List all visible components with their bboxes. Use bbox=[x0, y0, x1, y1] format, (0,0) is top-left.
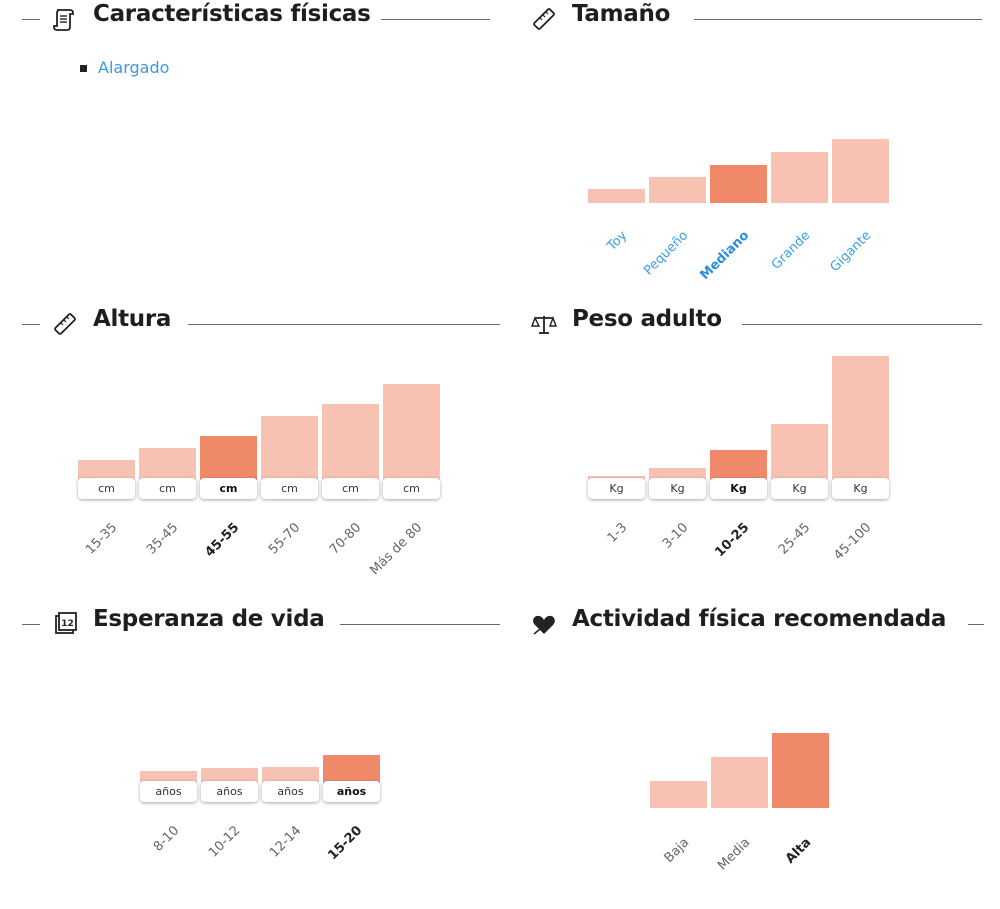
divider bbox=[340, 624, 500, 625]
section-header: Actividad física recomendada bbox=[500, 605, 1000, 645]
section-header: 12 Esperanza de vida bbox=[0, 605, 500, 645]
unit-badge: cm bbox=[139, 478, 196, 499]
section-title: Esperanza de vida bbox=[93, 606, 325, 632]
unit-badge: Kg bbox=[832, 478, 889, 499]
chart-bar bbox=[650, 781, 707, 808]
scroll-icon bbox=[53, 9, 74, 31]
chart-bar bbox=[710, 165, 767, 203]
divider bbox=[968, 624, 984, 625]
heart-icon bbox=[533, 615, 555, 635]
chart-bar bbox=[200, 436, 257, 480]
section-tamano: Tamaño Toy Pequeño Mediano Grande Gigante bbox=[500, 0, 1000, 290]
unit-badge: años bbox=[323, 781, 380, 802]
unit-badge: Kg bbox=[710, 478, 767, 499]
unit-badge: Kg bbox=[649, 478, 706, 499]
divider bbox=[22, 19, 40, 20]
chart-bar bbox=[771, 424, 828, 480]
unit-badge: Kg bbox=[771, 478, 828, 499]
chart-bar bbox=[588, 189, 645, 203]
section-esperanza: 12 Esperanza de vida años 8-10 años 10-12 añ… bbox=[0, 605, 500, 895]
svg-text:12: 12 bbox=[61, 619, 74, 629]
section-title: Altura bbox=[93, 306, 172, 332]
section-altura: Altura cm 15-35 cm 35-45 cm 45-55 cm 55-70 cm 70-… bbox=[0, 305, 500, 595]
section-title: Actividad física recomendada bbox=[572, 606, 947, 632]
ruler-icon bbox=[54, 313, 76, 335]
section-actividad: Actividad física recomendada Baja Media Al… bbox=[500, 605, 1000, 895]
chart-bar bbox=[323, 755, 380, 783]
chart-bar bbox=[832, 356, 889, 480]
chart-bar bbox=[383, 384, 440, 480]
chart-bar bbox=[772, 733, 829, 808]
ruler-icon bbox=[533, 8, 555, 30]
chart-bar bbox=[78, 460, 135, 480]
chart-bar bbox=[261, 416, 318, 480]
unit-badge: cm bbox=[200, 478, 257, 499]
unit-badge: años bbox=[140, 781, 197, 802]
unit-badge: cm bbox=[322, 478, 379, 499]
divider bbox=[22, 324, 40, 325]
unit-badge: Kg bbox=[588, 478, 645, 499]
chart-bar bbox=[322, 404, 379, 480]
chart-bar bbox=[832, 139, 889, 203]
chart-bar bbox=[262, 767, 319, 783]
section-peso: Peso adulto Kg 1-3 Kg 3-10 Kg 10-25 Kg 25-45 Kg 4… bbox=[500, 305, 1000, 595]
divider bbox=[742, 324, 982, 325]
section-header: Características físicas bbox=[0, 0, 500, 40]
unit-badge: cm bbox=[261, 478, 318, 499]
unit-badge: años bbox=[201, 781, 258, 802]
divider bbox=[188, 324, 500, 325]
chart-bar bbox=[649, 177, 706, 203]
section-title: Peso adulto bbox=[572, 306, 722, 332]
chart-bar bbox=[139, 448, 196, 480]
chart-bar bbox=[711, 757, 768, 808]
divider bbox=[22, 624, 40, 625]
bullet-icon bbox=[80, 65, 87, 72]
section-title: Características físicas bbox=[93, 1, 371, 27]
section-header: Altura bbox=[0, 305, 500, 345]
chart-bar bbox=[201, 768, 258, 783]
section-header: Peso adulto bbox=[500, 305, 1000, 345]
list-item[interactable]: Alargado bbox=[80, 58, 169, 77]
unit-badge: cm bbox=[78, 478, 135, 499]
characteristics-list: Alargado bbox=[80, 58, 169, 77]
chart-bar bbox=[771, 152, 828, 203]
chart-bar bbox=[140, 771, 197, 783]
section-header: Tamaño bbox=[500, 0, 1000, 40]
unit-badge: cm bbox=[383, 478, 440, 499]
scales-icon bbox=[531, 316, 557, 334]
characteristic-link[interactable]: Alargado bbox=[98, 58, 170, 77]
chart-bar bbox=[649, 468, 706, 480]
section-caracteristicas: Características físicas Alargado bbox=[0, 0, 500, 280]
unit-badge: años bbox=[262, 781, 319, 802]
divider bbox=[381, 19, 490, 20]
calendar-icon: 12 bbox=[55, 612, 77, 634]
chart-bar bbox=[710, 450, 767, 480]
section-title: Tamaño bbox=[572, 1, 671, 27]
divider bbox=[694, 19, 982, 20]
